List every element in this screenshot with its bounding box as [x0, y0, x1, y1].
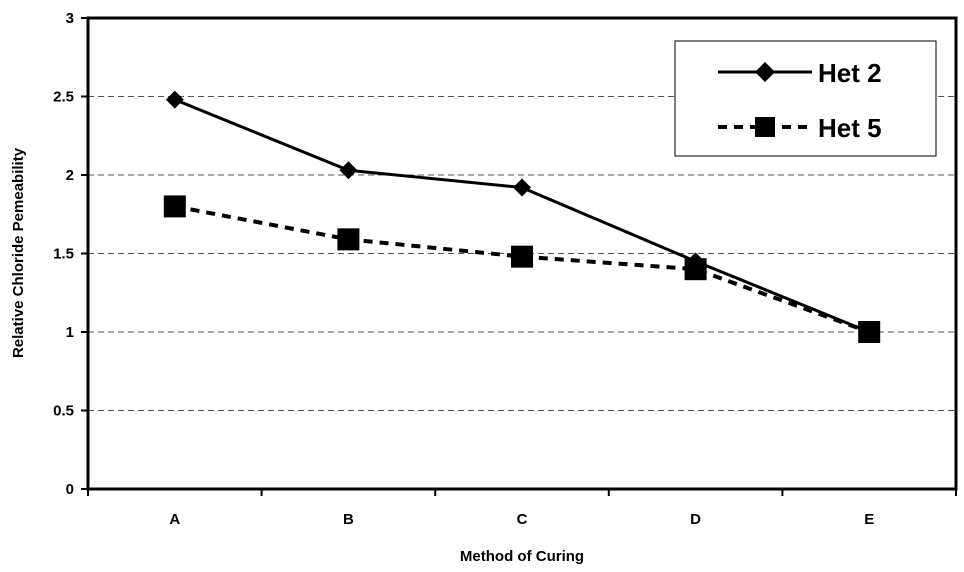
legend-marker-het-5 — [755, 117, 775, 137]
point-het-2-d — [686, 252, 705, 271]
y-tick-label-1: 0.5 — [53, 403, 74, 420]
series-het-2 — [165, 90, 879, 341]
y-axis-title: Relative Chloride Pemeability — [10, 147, 27, 358]
legend-label-het-5: Het 5 — [818, 113, 882, 143]
y-axis-ticks: 0 0.5 1 1.5 2 2.5 3 — [53, 10, 88, 498]
x-tick-label-e: E — [864, 511, 874, 528]
legend-entry-het-5: Het 5 — [718, 113, 882, 143]
legend-entry-het-2: Het 2 — [718, 58, 882, 88]
point-het-2-c — [513, 178, 531, 197]
y-tick-label-2: 1 — [66, 324, 74, 341]
x-tick-label-b: B — [343, 511, 354, 528]
y-tick-label-4: 2 — [66, 167, 74, 184]
point-het-2-b — [339, 161, 358, 180]
y-tick-label-3: 1.5 — [53, 246, 74, 263]
x-tick-label-a: A — [169, 511, 180, 528]
x-tick-label-c: C — [517, 511, 528, 528]
series-line-het-5 — [174, 204, 870, 334]
legend-box — [674, 40, 937, 157]
legend-label-het-2: Het 2 — [818, 58, 882, 88]
series-het-5 — [163, 195, 881, 343]
y-tick-label-0: 0 — [66, 481, 74, 498]
point-het-2-a — [165, 90, 184, 109]
legend: Het 2 Het 5 — [674, 40, 937, 157]
series-layer — [163, 90, 881, 343]
point-het-5-b — [337, 228, 360, 251]
point-het-2-e — [860, 323, 879, 341]
x-tick-label-d: D — [690, 511, 701, 528]
point-het-5-a — [163, 195, 186, 218]
y-tick-label-6: 3 — [66, 10, 74, 27]
y-tick-label-5: 2.5 — [53, 89, 74, 106]
point-het-5-c — [511, 245, 533, 268]
legend-marker-het-2 — [755, 62, 775, 82]
x-axis-ticks: A B C D E — [87, 489, 957, 528]
x-axis-title: Method of Curing — [460, 548, 584, 565]
